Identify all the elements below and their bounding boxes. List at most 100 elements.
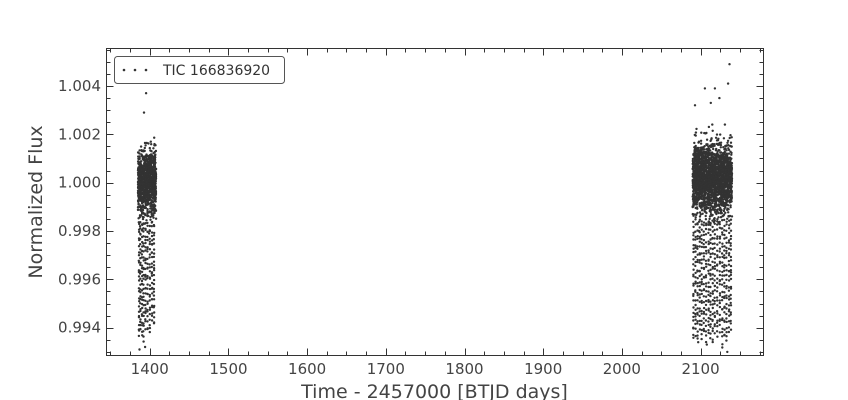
- flux-point: [710, 138, 713, 141]
- flux-point-dip: [711, 299, 715, 302]
- flux-point-dip: [727, 227, 731, 230]
- flux-point: [721, 168, 725, 171]
- flux-point-dip: [152, 267, 156, 270]
- flux-point-dip: [713, 323, 716, 326]
- flux-point-dip: [707, 281, 710, 284]
- flux-point: [724, 211, 727, 214]
- flux-point: [721, 177, 724, 181]
- flux-point: [730, 136, 733, 139]
- flux-point-dip: [700, 337, 703, 341]
- flux-point-dip: [720, 283, 724, 286]
- flux-point: [708, 169, 712, 172]
- flux-point: [153, 136, 156, 139]
- flux-point-dip: [696, 285, 699, 288]
- flux-point: [139, 177, 142, 181]
- flux-point: [149, 193, 153, 196]
- flux-point: [146, 208, 149, 211]
- flux-point-dip: [727, 286, 731, 289]
- flux-point-dip: [709, 268, 712, 271]
- flux-point-dip: [152, 255, 156, 259]
- flux-point: [707, 164, 710, 167]
- flux-point: [714, 197, 717, 201]
- flux-point-dip: [721, 219, 724, 222]
- flux-point-dip: [723, 269, 726, 272]
- flux-point-dip: [702, 282, 705, 286]
- flux-point-dip: [146, 302, 149, 305]
- flux-point-dip: [698, 307, 701, 310]
- flux-point-dip: [692, 282, 695, 285]
- flux-point-dip: [702, 246, 706, 249]
- flux-point: [693, 200, 696, 204]
- flux-point: [150, 213, 153, 216]
- flux-point-dip: [146, 327, 149, 331]
- flux-point-dip: [721, 274, 724, 277]
- flux-point-dip: [723, 249, 726, 252]
- flux-point: [714, 190, 717, 194]
- flux-point: [710, 143, 713, 146]
- flux-point: [728, 184, 731, 188]
- flux-point: [724, 204, 727, 208]
- flux-point-dip: [718, 247, 722, 250]
- flux-point-dip: [144, 273, 147, 277]
- flux-point: [719, 143, 723, 147]
- flux-point: [138, 152, 141, 155]
- flux-point: [153, 150, 156, 154]
- flux-point: [700, 170, 703, 174]
- flux-point-dip: [694, 255, 697, 259]
- flux-point-dip: [716, 319, 719, 322]
- flux-point-dip: [144, 222, 147, 225]
- flux-point-dip: [709, 300, 712, 303]
- flux-point-dip: [723, 328, 726, 331]
- flux-point-dip: [729, 328, 733, 331]
- flux-point-dip: [721, 308, 724, 311]
- y-tick-label: 1.002: [58, 125, 101, 143]
- flux-point-dip: [727, 241, 731, 244]
- flux-point-dip: [707, 290, 710, 293]
- flux-point-dip: [727, 239, 731, 242]
- flux-point: [148, 146, 151, 150]
- flux-point-outlier: [697, 341, 700, 344]
- flux-point-dip: [729, 264, 733, 268]
- flux-point: [139, 182, 143, 186]
- flux-point-dip: [707, 220, 710, 224]
- flux-point-dip: [148, 256, 151, 259]
- flux-point-dip: [715, 264, 719, 267]
- flux-point: [703, 194, 707, 197]
- flux-point-dip: [709, 323, 712, 326]
- flux-point: [142, 176, 145, 179]
- flux-point-dip: [711, 292, 714, 295]
- flux-point-dip: [148, 330, 151, 334]
- flux-point-dip: [720, 299, 724, 302]
- legend-marker-1: [122, 68, 126, 72]
- flux-point: [723, 202, 726, 206]
- flux-point-dip: [725, 241, 728, 244]
- flux-point-dip: [698, 226, 701, 229]
- flux-point-dip: [704, 330, 708, 333]
- flux-point-dip: [142, 292, 145, 295]
- flux-point: [704, 160, 708, 164]
- flux-point-dip: [709, 317, 712, 321]
- flux-point: [710, 160, 713, 164]
- flux-point: [141, 196, 144, 199]
- flux-point-dip: [152, 238, 155, 241]
- flux-point-dip: [144, 249, 147, 252]
- flux-point: [146, 178, 149, 181]
- flux-point-dip: [704, 319, 708, 322]
- flux-point-dip: [150, 265, 153, 269]
- flux-point: [706, 153, 709, 156]
- flux-point-dip: [702, 221, 706, 224]
- flux-point: [137, 202, 140, 205]
- x-tick-label: 1700: [367, 360, 405, 378]
- flux-point-dip: [718, 323, 721, 327]
- flux-point-dip: [146, 257, 149, 261]
- flux-point-dip: [151, 292, 154, 295]
- flux-point: [146, 169, 150, 173]
- flux-point: [727, 204, 730, 207]
- flux-point: [695, 188, 699, 191]
- flux-point: [705, 138, 709, 141]
- flux-point: [700, 185, 704, 189]
- legend-box: [114, 56, 285, 84]
- flux-point: [693, 148, 696, 152]
- flux-point-dip: [725, 249, 728, 253]
- flux-point: [727, 211, 730, 214]
